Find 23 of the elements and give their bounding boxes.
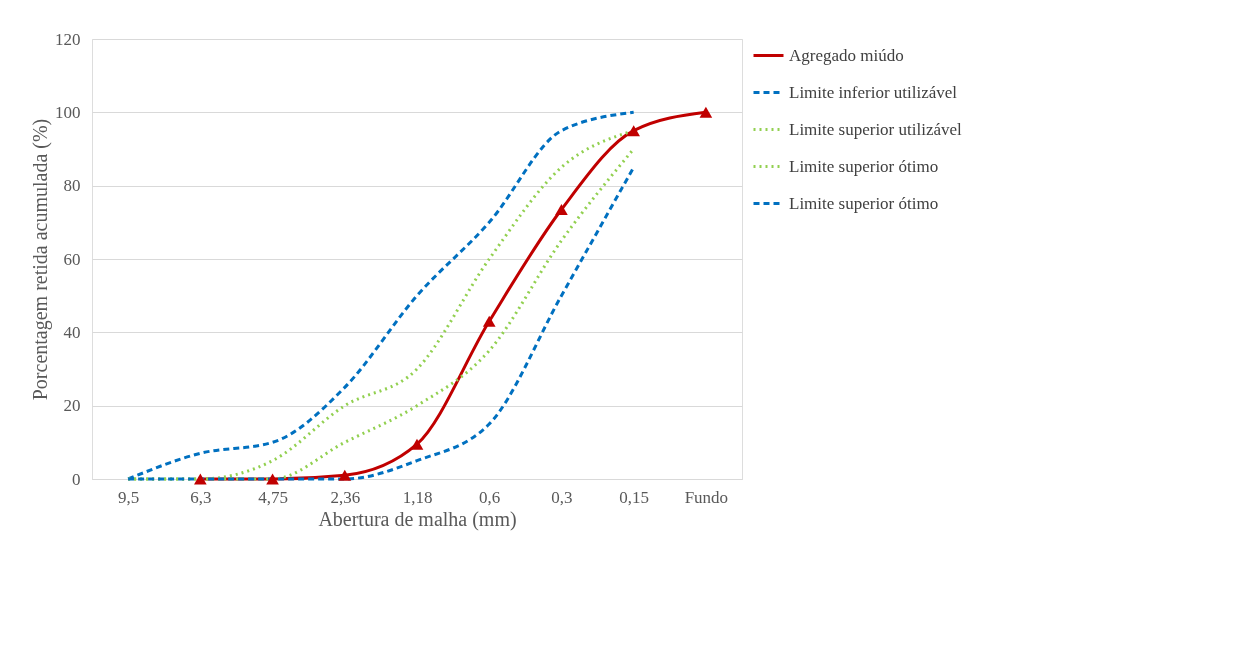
legend-label: Agregado miúdo xyxy=(789,45,904,65)
y-tick-label: 0 xyxy=(72,469,81,489)
x-tick-label: 0,6 xyxy=(479,487,501,507)
x-tick-label: 9,5 xyxy=(117,487,140,507)
y-axis-title: Porcentagem retida acumulada (%) xyxy=(29,118,52,401)
x-tick-label: Fundo xyxy=(684,487,729,507)
x-tick-label: 0,15 xyxy=(619,487,650,507)
y-tick-label: 60 xyxy=(63,249,81,269)
x-tick-label: 6,3 xyxy=(190,487,212,507)
y-tick-label: 20 xyxy=(63,396,81,416)
legend-label: Limite inferior utilizável xyxy=(789,82,958,102)
y-tick-label: 40 xyxy=(63,322,81,342)
legend-label: Limite superior ótimo xyxy=(789,156,939,176)
x-tick-label: 0,3 xyxy=(551,487,573,507)
x-tick-label: 1,18 xyxy=(402,487,433,507)
legend-label: Limite superior ótimo xyxy=(789,193,939,213)
x-axis-title: Abertura de malha (mm) xyxy=(318,507,517,531)
x-tick-label: 4,75 xyxy=(258,487,288,507)
y-tick-label: 120 xyxy=(55,29,81,49)
y-tick-label: 100 xyxy=(55,102,81,122)
legend-label: Limite superior utilizável xyxy=(789,119,963,139)
y-tick-label: 80 xyxy=(63,176,81,196)
x-tick-label: 2,36 xyxy=(330,487,361,507)
